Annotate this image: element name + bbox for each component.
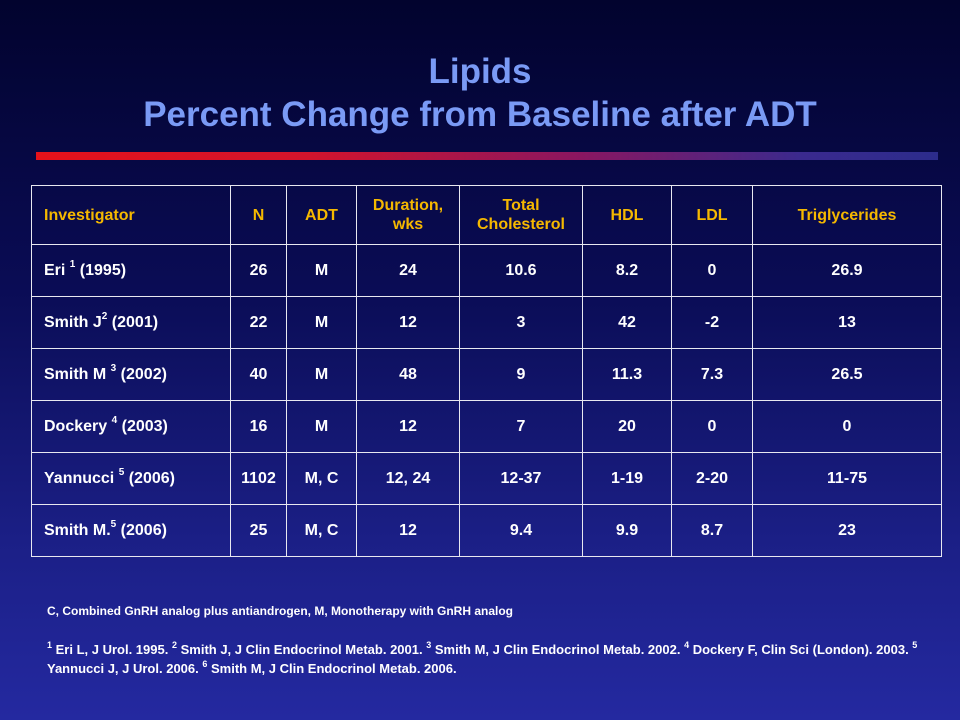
table-row: Smith J2 (2001) 22 M 12 3 42 -2 13 xyxy=(31,296,942,349)
cell-duration: 12, 24 xyxy=(356,452,460,505)
table-row: Yannucci 5 (2006) 1102 M, C 12, 24 12-37… xyxy=(31,452,942,505)
reference-text: Smith M, J Clin Endocrinol Metab. 2002. xyxy=(431,642,685,657)
reference-text: Smith M, J Clin Endocrinol Metab. 2006. xyxy=(207,661,457,676)
reference-text: Smith J, J Clin Endocrinol Metab. 2001. xyxy=(176,642,427,657)
cell-hdl: 8.2 xyxy=(582,244,672,297)
cell-triglycerides: 26.5 xyxy=(752,348,942,401)
cell-triglycerides: 0 xyxy=(752,400,942,453)
cell-total-cholesterol: 12-37 xyxy=(459,452,583,505)
cell-hdl: 42 xyxy=(582,296,672,349)
cell-triglycerides: 26.9 xyxy=(752,244,942,297)
cell-n: 1102 xyxy=(230,452,287,505)
cell-ldl: 0 xyxy=(671,400,753,453)
cell-ldl: 7.3 xyxy=(671,348,753,401)
cell-duration: 48 xyxy=(356,348,460,401)
cell-adt: M, C xyxy=(286,504,357,557)
cell-total-cholesterol: 7 xyxy=(459,400,583,453)
cell-adt: M xyxy=(286,296,357,349)
title-line-2: Percent Change from Baseline after ADT xyxy=(143,95,817,134)
abbreviation-note: C, Combined GnRH analog plus antiandroge… xyxy=(47,604,514,618)
ref-marker: 6 xyxy=(202,659,208,669)
cell-investigator: Yannucci 5 (2006) xyxy=(31,452,231,505)
ref-marker: 1 xyxy=(47,640,53,650)
cell-adt: M xyxy=(286,400,357,453)
cell-adt: M xyxy=(286,348,357,401)
cell-n: 40 xyxy=(230,348,287,401)
cell-investigator: Dockery 4 (2003) xyxy=(31,400,231,453)
cell-triglycerides: 13 xyxy=(752,296,942,349)
cell-triglycerides: 11-75 xyxy=(752,452,942,505)
cell-hdl: 9.9 xyxy=(582,504,672,557)
header-ldl: LDL xyxy=(671,185,753,245)
references: 1 Eri L, J Urol. 1995. 2 Smith J, J Clin… xyxy=(47,640,927,678)
header-n: N xyxy=(230,185,287,245)
cell-n: 22 xyxy=(230,296,287,349)
cell-triglycerides: 23 xyxy=(752,504,942,557)
table-row: Dockery 4 (2003) 16 M 12 7 20 0 0 xyxy=(31,400,942,453)
header-hdl: HDL xyxy=(582,185,672,245)
cell-n: 26 xyxy=(230,244,287,297)
cell-total-cholesterol: 10.6 xyxy=(459,244,583,297)
table-row: Smith M.5 (2006) 25 M, C 12 9.4 9.9 8.7 … xyxy=(31,504,942,557)
cell-total-cholesterol: 9 xyxy=(459,348,583,401)
ref-marker: 2 xyxy=(171,640,177,650)
cell-n: 25 xyxy=(230,504,287,557)
lipids-table: Investigator N ADT Duration, wks Total C… xyxy=(31,185,942,557)
header-duration: Duration, wks xyxy=(356,185,460,245)
cell-hdl: 20 xyxy=(582,400,672,453)
reference-text: Yannucci J, J Urol. 2006. xyxy=(47,661,203,676)
cell-adt: M xyxy=(286,244,357,297)
cell-total-cholesterol: 3 xyxy=(459,296,583,349)
reference-text: Eri L, J Urol. 1995. xyxy=(52,642,172,657)
cell-duration: 24 xyxy=(356,244,460,297)
cell-hdl: 1-19 xyxy=(582,452,672,505)
cell-investigator: Smith J2 (2001) xyxy=(31,296,231,349)
cell-total-cholesterol: 9.4 xyxy=(459,504,583,557)
title-divider xyxy=(36,152,938,160)
header-investigator: Investigator xyxy=(31,185,231,245)
cell-investigator: Smith M.5 (2006) xyxy=(31,504,231,557)
cell-ldl: 8.7 xyxy=(671,504,753,557)
header-adt: ADT xyxy=(286,185,357,245)
cell-investigator: Smith M 3 (2002) xyxy=(31,348,231,401)
cell-duration: 12 xyxy=(356,400,460,453)
header-total-cholesterol: Total Cholesterol xyxy=(459,185,583,245)
title-line-1: Lipids xyxy=(428,52,532,91)
table-header-row: Investigator N ADT Duration, wks Total C… xyxy=(31,185,942,245)
cell-n: 16 xyxy=(230,400,287,453)
ref-marker: 4 xyxy=(684,640,690,650)
cell-duration: 12 xyxy=(356,296,460,349)
cell-adt: M, C xyxy=(286,452,357,505)
ref-marker: 5 xyxy=(912,640,918,650)
slide-title: Lipids Percent Change from Baseline afte… xyxy=(0,50,960,136)
table-row: Eri 1 (1995) 26 M 24 10.6 8.2 0 26.9 xyxy=(31,244,942,297)
cell-ldl: 0 xyxy=(671,244,753,297)
reference-text: Dockery F, Clin Sci (London). 2003. xyxy=(689,642,913,657)
cell-ldl: -2 xyxy=(671,296,753,349)
cell-investigator: Eri 1 (1995) xyxy=(31,244,231,297)
cell-ldl: 2-20 xyxy=(671,452,753,505)
ref-marker: 3 xyxy=(426,640,432,650)
table-row: Smith M 3 (2002) 40 M 48 9 11.3 7.3 26.5 xyxy=(31,348,942,401)
cell-hdl: 11.3 xyxy=(582,348,672,401)
header-triglycerides: Triglycerides xyxy=(752,185,942,245)
cell-duration: 12 xyxy=(356,504,460,557)
